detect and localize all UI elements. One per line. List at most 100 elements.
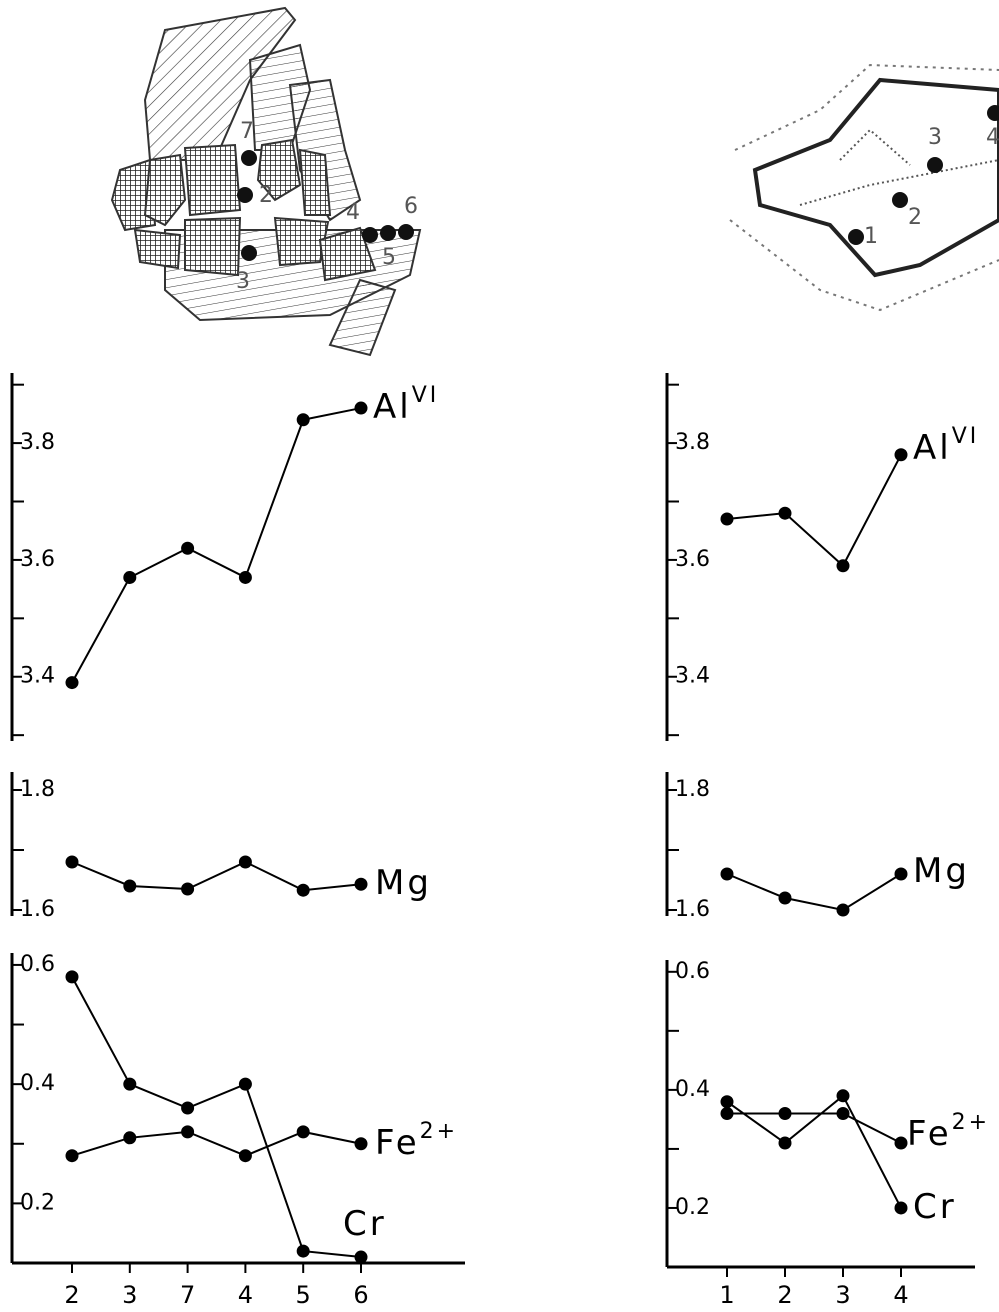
data-point	[296, 1125, 310, 1139]
series-line	[71, 976, 362, 1259]
sample-point	[241, 245, 257, 261]
data-point	[836, 559, 850, 573]
data-point	[720, 867, 734, 881]
y-tick-label: 0.4	[20, 1071, 55, 1096]
data-point	[836, 1107, 850, 1120]
data-point	[65, 1149, 79, 1163]
x-tick-label: 6	[353, 1281, 368, 1309]
y-tick-label: 3.6	[20, 547, 55, 572]
data-point	[354, 401, 368, 415]
series-line	[726, 873, 902, 912]
data-point	[836, 903, 850, 917]
sample-point	[848, 229, 864, 245]
sample-label: 1	[864, 224, 878, 249]
series-name: Mg	[375, 863, 432, 903]
data-point	[181, 541, 195, 555]
series-superscript: VI	[952, 424, 980, 449]
data-point	[720, 1095, 734, 1109]
x-tick-label: 4	[893, 1281, 908, 1309]
sketch-right	[729, 63, 999, 312]
series-line	[727, 1112, 902, 1144]
data-point	[296, 883, 310, 897]
data-point	[778, 891, 792, 905]
y-tick-label: 1.6	[20, 897, 55, 922]
y-tick-label: 1.8	[675, 777, 710, 802]
sample-label: 5	[382, 245, 396, 270]
series-label: Cr	[343, 1204, 387, 1244]
series-line	[726, 1094, 902, 1209]
sample-label: 6	[404, 194, 418, 219]
series-superscript: 2+	[420, 1119, 458, 1144]
data-point	[720, 512, 734, 526]
data-point	[354, 1137, 368, 1151]
data-point	[354, 877, 368, 891]
series-label: Cr	[913, 1186, 957, 1226]
data-point	[778, 506, 792, 520]
series-name: Al	[913, 427, 952, 467]
series-label: Mg	[913, 851, 970, 891]
sample-label: 3	[236, 269, 250, 294]
x-tick-label: 3	[835, 1281, 850, 1309]
data-point	[238, 570, 252, 584]
data-point	[65, 676, 79, 690]
data-point	[181, 1125, 195, 1139]
data-point	[238, 855, 252, 869]
x-tick-label: 1	[719, 1281, 734, 1309]
series-name: Fe	[375, 1122, 420, 1162]
series-label: Fe2+	[907, 1110, 990, 1154]
y-tick-label: 3.6	[675, 547, 710, 572]
y-tick-label: 0.4	[675, 1077, 710, 1102]
series-superscript: 2+	[952, 1110, 990, 1135]
sample-point	[241, 150, 257, 166]
series-superscript: VI	[412, 383, 440, 408]
data-point	[894, 867, 908, 881]
sample-point	[927, 157, 943, 173]
data-point	[894, 1201, 908, 1215]
x-tick-label: 4	[238, 1281, 253, 1309]
y-tick-label: 3.4	[675, 664, 710, 689]
data-point	[123, 570, 137, 584]
x-tick-label: 2	[777, 1281, 792, 1309]
data-point	[720, 1107, 734, 1120]
y-tick-label: 1.8	[20, 777, 55, 802]
sample-point	[987, 105, 999, 121]
data-point	[123, 1077, 137, 1091]
data-point	[181, 882, 195, 896]
data-point	[65, 855, 79, 869]
sample-label: 4	[346, 200, 360, 225]
series-name: Fe	[907, 1114, 952, 1154]
series-name: Cr	[343, 1204, 387, 1244]
y-tick-label: 0.2	[20, 1190, 55, 1215]
y-tick-label: 3.8	[20, 430, 55, 455]
sample-point	[237, 187, 253, 203]
data-point	[778, 1107, 792, 1120]
data-point	[836, 1089, 850, 1103]
series-label: Mg	[375, 863, 432, 903]
data-point	[296, 413, 310, 427]
series-line	[71, 407, 362, 684]
data-point	[123, 879, 137, 893]
series-label: Fe2+	[375, 1119, 458, 1163]
series-name: Al	[373, 387, 412, 427]
x-tick-label: 3	[122, 1281, 137, 1309]
x-tick-label: 5	[296, 1281, 311, 1309]
series-line	[71, 860, 362, 892]
data-point	[181, 1101, 195, 1115]
series-name: Mg	[913, 851, 970, 891]
data-point	[894, 448, 908, 462]
data-point	[894, 1136, 908, 1150]
y-tick-label: 0.6	[20, 952, 55, 977]
sample-point	[380, 225, 396, 241]
x-tick-label: 7	[180, 1281, 195, 1309]
data-point	[296, 1244, 310, 1258]
y-tick-label: 3.4	[20, 664, 55, 689]
sample-label: 4	[986, 125, 999, 150]
sketch-left	[110, 6, 422, 357]
sample-label: 3	[928, 125, 942, 150]
data-point	[238, 1149, 252, 1163]
x-tick-label: 2	[64, 1281, 79, 1309]
y-tick-label: 0.2	[675, 1195, 710, 1220]
data-point	[238, 1077, 252, 1091]
sample-point	[362, 227, 378, 243]
